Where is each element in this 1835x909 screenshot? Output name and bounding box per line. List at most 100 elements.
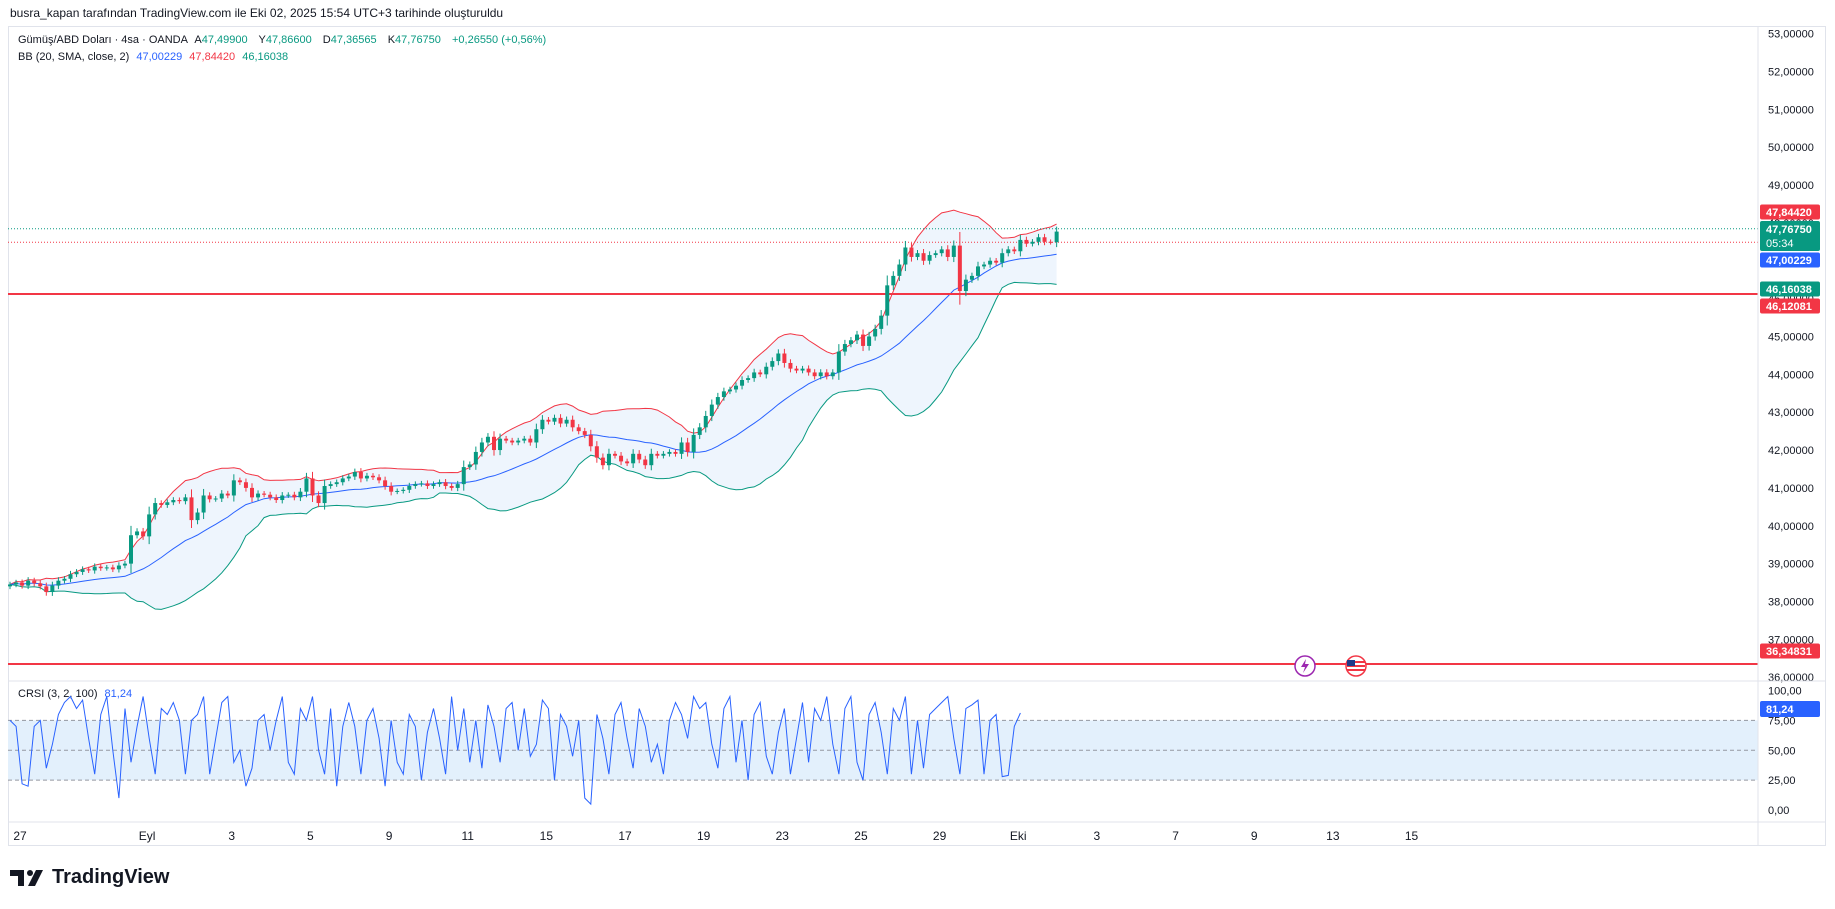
- candle: [292, 491, 297, 501]
- candle: [407, 482, 412, 494]
- candle: [721, 387, 726, 401]
- candle: [594, 441, 599, 463]
- candle: [873, 324, 878, 341]
- candle: [62, 576, 67, 584]
- candle: [425, 480, 430, 489]
- candle: [697, 423, 702, 440]
- candle: [1048, 239, 1053, 245]
- lightning-event-icon[interactable]: [1294, 655, 1316, 677]
- crsi-tick-label: 0,00: [1768, 805, 1789, 817]
- candle: [1030, 239, 1035, 247]
- bb-indicator-label[interactable]: BB (20, SMA, close, 2): [18, 51, 130, 63]
- candle: [703, 410, 708, 433]
- price-tick-label: 45,00000: [1768, 331, 1814, 343]
- candle: [921, 249, 926, 265]
- candle: [667, 449, 672, 457]
- time-tick-label: 7: [1172, 829, 1179, 843]
- candle: [316, 491, 321, 508]
- candle: [673, 449, 678, 457]
- close-label: K: [387, 34, 396, 46]
- candle: [588, 429, 593, 452]
- candle: [776, 349, 781, 366]
- candle: [352, 468, 357, 480]
- candle: [643, 455, 648, 469]
- candle: [498, 433, 503, 456]
- candle: [256, 490, 261, 501]
- crsi-badge-label: 81,24: [1766, 704, 1794, 716]
- candle: [231, 474, 236, 502]
- price-badge-label: 47,84420: [1766, 207, 1812, 219]
- candle: [558, 414, 563, 428]
- candle: [467, 461, 472, 471]
- candle: [709, 399, 714, 422]
- candle: [945, 245, 950, 262]
- countdown-label: 05:34: [1766, 238, 1794, 250]
- time-tick-label: 11: [461, 829, 474, 843]
- time-tick-label: 23: [776, 829, 790, 843]
- candle: [582, 427, 587, 439]
- candle: [764, 362, 769, 379]
- candle: [1006, 246, 1011, 257]
- candle: [44, 582, 49, 596]
- candle: [546, 417, 551, 425]
- candle: [836, 344, 841, 380]
- candle: [383, 476, 388, 490]
- candle: [619, 452, 624, 466]
- candle: [237, 477, 242, 485]
- price-badge: 47,84420: [1760, 204, 1820, 220]
- candle: [74, 569, 79, 578]
- candle: [1042, 233, 1047, 246]
- candle: [328, 481, 333, 489]
- candle: [564, 416, 569, 427]
- tradingview-logo[interactable]: TradingView: [10, 866, 169, 889]
- candle: [740, 376, 745, 390]
- time-tick-label: 19: [697, 829, 711, 843]
- candle: [165, 499, 170, 508]
- candle: [976, 261, 980, 281]
- crsi-line-layer: [9, 694, 1021, 806]
- bb-legend: BB (20, SMA, close, 2) 47,00229 47,84420…: [18, 51, 292, 63]
- crsi-legend: CRSI (3, 2, 100) 81,24: [18, 688, 136, 700]
- candle: [812, 369, 817, 380]
- symbol-name[interactable]: Gümüş/ABD Doları · 4sa · OANDA: [18, 34, 188, 46]
- low-value: 47,36565: [330, 34, 377, 46]
- candle: [752, 368, 757, 382]
- candle: [613, 451, 617, 459]
- candle: [213, 496, 218, 502]
- time-tick-label: 9: [1251, 829, 1258, 843]
- time-tick-label: 17: [618, 829, 632, 843]
- candle: [933, 250, 938, 258]
- candle: [631, 449, 636, 468]
- candle: [419, 480, 424, 487]
- price-badge: 47,76750 05:34: [1760, 221, 1820, 251]
- candle: [110, 564, 115, 573]
- low-label: D: [322, 34, 331, 46]
- candle: [225, 490, 230, 499]
- us-flag-event-icon[interactable]: [1345, 655, 1367, 677]
- candle: [1054, 226, 1059, 248]
- candle: [401, 487, 406, 494]
- time-tick-label: 27: [13, 829, 27, 843]
- price-badges: 47,84420 47,76750 05:34 47,00229 46,16038 46,…: [1760, 204, 1820, 717]
- candle: [377, 474, 382, 484]
- candle: [116, 562, 121, 573]
- price-badge-label: 46,16038: [1766, 284, 1812, 296]
- candle: [389, 482, 394, 496]
- price-tick-label: 37,00000: [1768, 634, 1814, 646]
- change-value: +0,26550 (+0,56%): [451, 34, 547, 46]
- candle: [129, 525, 133, 574]
- candle: [1024, 236, 1029, 247]
- candle: [909, 242, 914, 262]
- candle: [219, 490, 224, 503]
- candle: [842, 339, 847, 356]
- price-tick-label: 50,00000: [1768, 142, 1814, 154]
- candle: [207, 492, 212, 503]
- candle: [431, 481, 436, 489]
- candle: [38, 580, 43, 590]
- candle: [794, 365, 799, 374]
- candle: [1036, 233, 1041, 246]
- crsi-indicator-label[interactable]: CRSI (3, 2, 100): [18, 688, 98, 700]
- time-tick-label: 29: [933, 829, 947, 843]
- candle: [243, 478, 248, 492]
